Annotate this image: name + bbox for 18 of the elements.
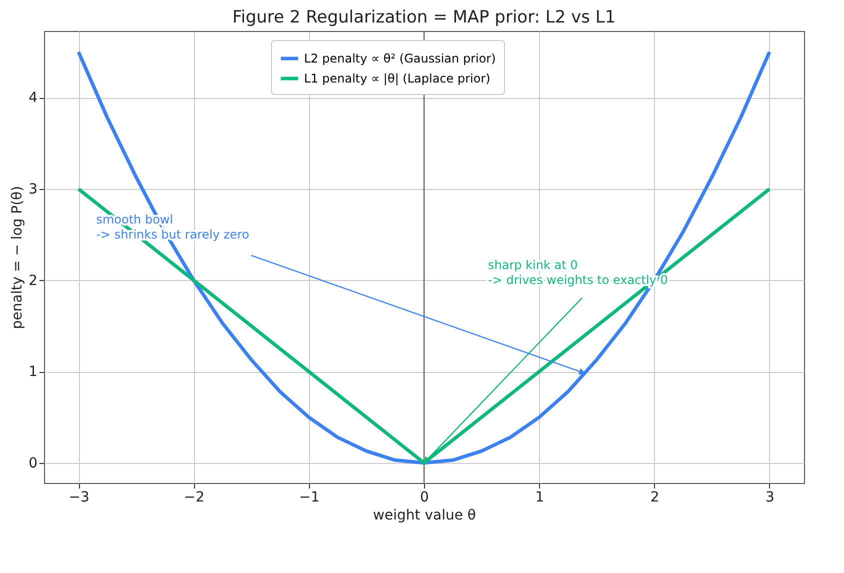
x-tick-label: −2 <box>184 490 205 506</box>
y-tick-label: 4 <box>28 90 38 106</box>
x-tick-label: 1 <box>535 490 544 506</box>
x-tick-label: 0 <box>420 490 429 506</box>
line-series <box>76 50 772 465</box>
legend-label: L2 penalty ∝ θ² (Gaussian prior) <box>304 52 496 66</box>
y-axis-title: penalty = − log P(θ) <box>10 186 26 330</box>
chart-title: Figure 2 Regularization = MAP prior: L2 vs L1 <box>232 7 616 28</box>
legend-label: L1 penalty ∝ |θ| (Laplace prior) <box>304 72 490 86</box>
x-tick-label: −3 <box>68 490 90 506</box>
y-tick-label: 0 <box>28 455 38 472</box>
y-tick-label: 2 <box>28 272 38 289</box>
y-tick-label: 3 <box>28 181 38 198</box>
y-tick-label: 1 <box>28 364 38 380</box>
x-tick-label: 3 <box>765 490 774 506</box>
x-axis-title: weight value θ <box>373 508 476 524</box>
x-tick-label: 2 <box>650 490 660 506</box>
x-tick-label: −1 <box>299 490 320 506</box>
